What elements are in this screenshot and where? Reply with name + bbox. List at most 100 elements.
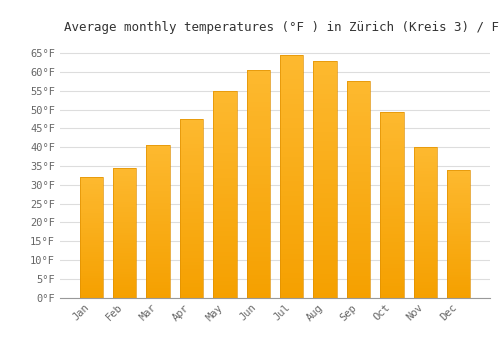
Bar [314,61,337,297]
Bar [314,279,337,283]
Bar [146,261,170,264]
Bar [347,163,370,168]
Bar [447,272,470,274]
Bar [113,251,136,253]
Bar [414,180,437,183]
Bar [347,168,370,172]
Bar [314,208,337,212]
Bar [347,233,370,237]
Bar [380,112,404,115]
Bar [80,237,103,240]
Bar [447,270,470,272]
Bar [447,287,470,290]
Bar [280,268,303,273]
Bar [380,119,404,122]
Bar [414,228,437,231]
Bar [314,255,337,260]
Bar [113,168,136,298]
Bar [280,157,303,162]
Bar [113,173,136,176]
Bar [347,150,370,155]
Bar [80,204,103,206]
Bar [113,191,136,194]
Bar [380,122,404,126]
Bar [314,184,337,189]
Bar [180,290,203,294]
Bar [380,253,404,257]
Bar [414,216,437,219]
Bar [380,153,404,156]
Bar [347,94,370,99]
Bar [380,223,404,227]
Bar [414,174,437,177]
Bar [180,280,203,283]
Bar [314,203,337,208]
Bar [447,277,470,280]
Bar [380,130,404,134]
Bar [180,212,203,215]
Bar [113,176,136,178]
Bar [113,230,136,233]
Bar [314,165,337,170]
Bar [414,165,437,168]
Bar [213,273,236,277]
Bar [380,227,404,231]
Bar [213,219,236,223]
Bar [180,144,203,148]
Bar [314,65,337,70]
Bar [213,293,236,298]
Bar [414,156,437,159]
Bar [246,279,270,284]
Bar [80,245,103,247]
Bar [146,209,170,212]
Bar [280,133,303,138]
Bar [80,177,103,180]
Bar [447,239,470,241]
Bar [246,197,270,202]
Bar [447,257,470,259]
Bar [213,227,236,231]
Bar [414,282,437,286]
Bar [314,151,337,155]
Bar [380,279,404,282]
Bar [447,182,470,185]
Bar [414,267,437,271]
Bar [447,216,470,218]
Bar [113,217,136,220]
Bar [80,192,103,194]
Bar [113,228,136,230]
Bar [113,225,136,228]
Bar [180,140,203,144]
Bar [447,185,470,188]
Bar [447,290,470,292]
Bar [246,116,270,120]
Bar [447,282,470,285]
Bar [180,133,203,137]
Bar [447,190,470,193]
Bar [113,264,136,266]
Bar [180,273,203,276]
Bar [280,181,303,186]
Bar [447,264,470,267]
Bar [380,272,404,275]
Bar [246,129,270,134]
Bar [347,86,370,90]
Bar [414,192,437,195]
Bar [314,212,337,217]
Bar [80,269,103,271]
Bar [380,257,404,260]
Bar [347,90,370,94]
Bar [113,292,136,295]
Bar [380,134,404,138]
Bar [113,279,136,282]
Bar [80,242,103,245]
Bar [347,280,370,285]
Bar [380,156,404,160]
Bar [180,287,203,290]
Bar [113,215,136,217]
Bar [213,128,236,132]
Bar [246,284,270,288]
Bar [80,257,103,259]
Bar [414,231,437,235]
Bar [180,269,203,273]
